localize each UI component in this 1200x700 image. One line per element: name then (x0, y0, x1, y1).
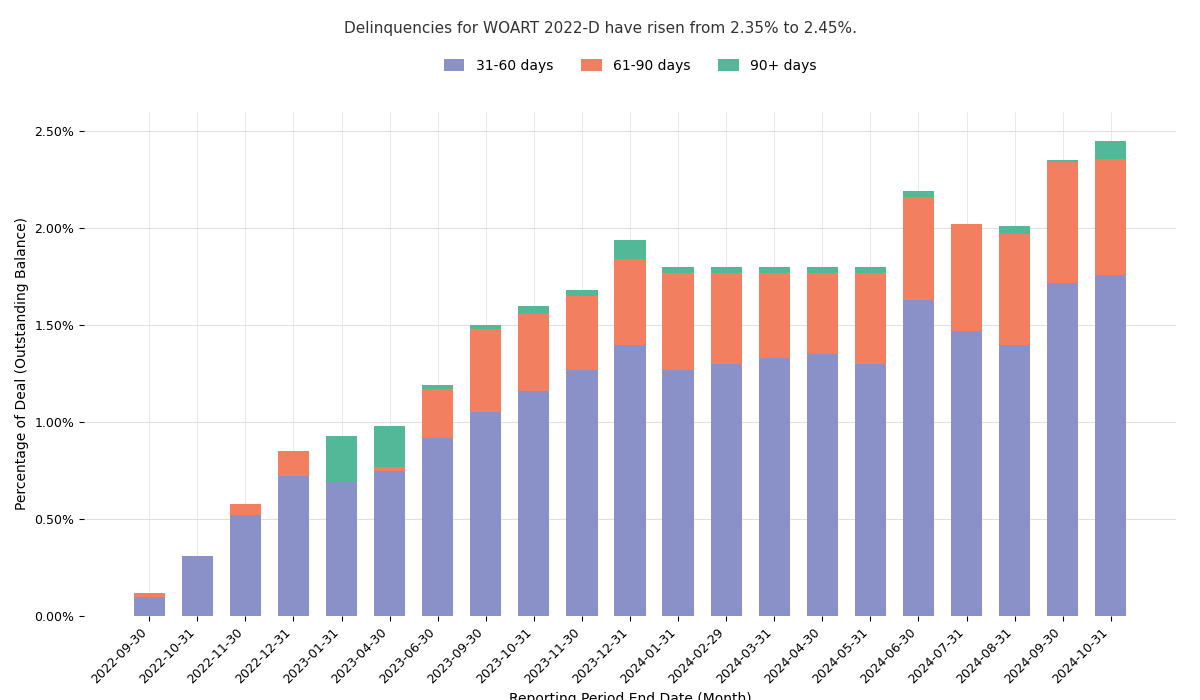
Bar (566, 370, 598, 616)
Bar (806, 267, 838, 273)
Bar (854, 364, 886, 616)
Bar (470, 412, 502, 616)
Bar (614, 344, 646, 616)
Bar (758, 273, 790, 358)
Bar (1048, 162, 1079, 283)
Bar (229, 515, 262, 616)
Bar (133, 596, 164, 616)
Text: Delinquencies for WOART 2022-D have risen from 2.35% to 2.45%.: Delinquencies for WOART 2022-D have rise… (343, 21, 857, 36)
Bar (1096, 275, 1127, 616)
X-axis label: Reporting Period End Date (Month): Reporting Period End Date (Month) (509, 692, 751, 700)
Bar (133, 593, 164, 596)
Bar (326, 435, 358, 482)
Bar (854, 273, 886, 364)
Bar (374, 426, 406, 467)
Bar (902, 192, 934, 197)
Bar (950, 331, 982, 616)
Legend: 31-60 days, 61-90 days, 90+ days: 31-60 days, 61-90 days, 90+ days (438, 53, 822, 78)
Bar (902, 197, 934, 300)
Bar (1096, 158, 1127, 275)
Bar (998, 226, 1031, 234)
Bar (1048, 160, 1079, 162)
Bar (854, 267, 886, 273)
Bar (181, 556, 212, 616)
Bar (998, 344, 1031, 616)
Bar (806, 354, 838, 616)
Bar (998, 234, 1031, 344)
Bar (470, 329, 502, 412)
Bar (422, 385, 454, 389)
Bar (278, 452, 310, 477)
Bar (374, 470, 406, 616)
Bar (1048, 283, 1079, 616)
Bar (614, 259, 646, 344)
Bar (422, 389, 454, 438)
Bar (229, 503, 262, 515)
Bar (422, 438, 454, 616)
Bar (758, 358, 790, 616)
Bar (566, 290, 598, 296)
Bar (662, 267, 694, 273)
Bar (806, 273, 838, 354)
Bar (710, 273, 742, 364)
Bar (518, 306, 550, 314)
Bar (326, 482, 358, 616)
Bar (470, 326, 502, 329)
Bar (614, 240, 646, 259)
Bar (710, 267, 742, 273)
Bar (950, 225, 982, 331)
Bar (278, 477, 310, 616)
Bar (662, 370, 694, 616)
Bar (710, 364, 742, 616)
Y-axis label: Percentage of Deal (Outstanding Balance): Percentage of Deal (Outstanding Balance) (14, 218, 29, 510)
Bar (902, 300, 934, 616)
Bar (374, 467, 406, 470)
Bar (518, 314, 550, 391)
Bar (662, 273, 694, 370)
Bar (518, 391, 550, 616)
Bar (1096, 141, 1127, 158)
Bar (566, 296, 598, 370)
Bar (758, 267, 790, 273)
